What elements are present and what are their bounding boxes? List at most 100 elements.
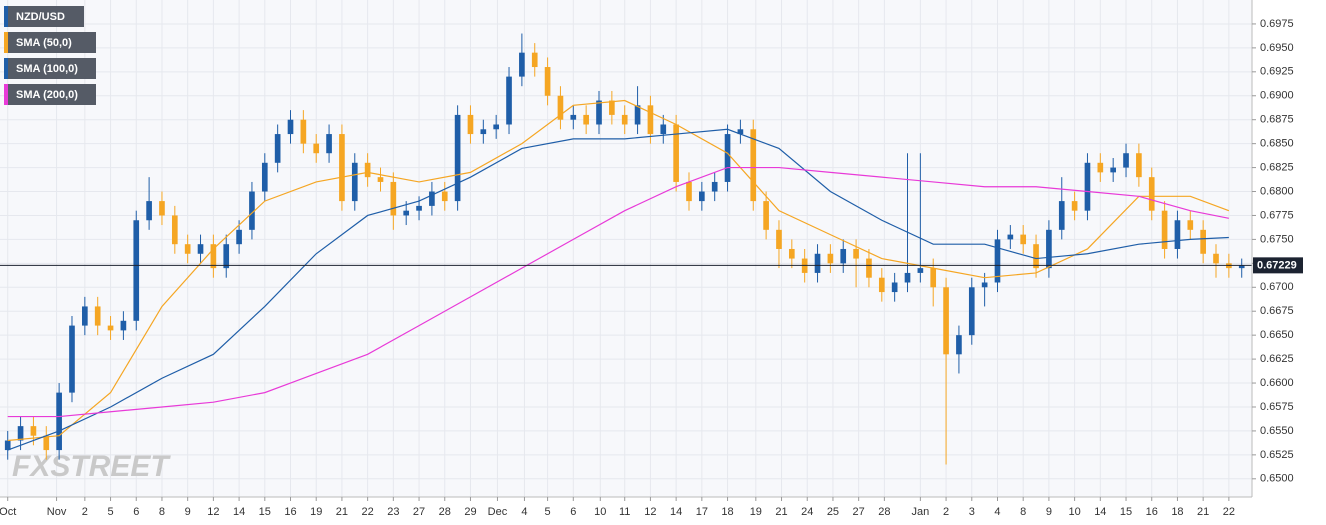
x-tick-label: 12 [644,506,656,518]
legend: NZD/USD SMA (50,0) SMA (100,0) SMA (200,0) [4,6,96,105]
candle-body [184,244,191,254]
candle-body [30,426,37,436]
candle-body [968,287,975,336]
legend-swatch [4,58,8,79]
candle-body [429,191,435,206]
candle-body [480,129,487,135]
current-price-label: 0.67229 [1257,259,1297,271]
x-tick-label: 5 [545,506,551,518]
candle-body [583,114,589,125]
candle-body [917,268,924,273]
x-tick-label: Dec [488,506,508,518]
candle-body [287,119,294,135]
x-tick-label: 18 [721,506,733,518]
y-tick-label: 0.6700 [1260,281,1294,293]
watermark: FXSTREET [12,450,171,483]
y-tick-label: 0.6500 [1260,473,1294,485]
x-tick-label: 27 [413,506,425,518]
y-tick-label: 0.6925 [1260,66,1294,78]
x-tick-label: 4 [521,506,527,518]
candle-body [878,277,885,293]
x-tick-label: 5 [107,506,113,518]
candle-body [1058,201,1065,230]
y-tick-label: 0.6950 [1260,42,1294,54]
candle-body [570,114,577,120]
candle-body [557,95,564,120]
candle-body [377,177,384,182]
x-tick-label: 8 [159,506,165,518]
y-tick-label: 0.6850 [1260,138,1294,150]
x-tick-label: 21 [775,506,787,518]
candle-body [82,306,88,326]
candle-body [403,210,410,216]
candle-body [596,100,602,125]
x-tick-label: 9 [1046,506,1052,518]
y-tick-label: 0.6525 [1260,449,1294,461]
candle-body [827,253,834,264]
candle-body [673,124,679,182]
x-tick-label: 12 [207,506,219,518]
candle-body [107,325,114,331]
candle-body [441,191,448,202]
legend-box [4,6,84,27]
candle-body [750,129,757,202]
candle-body [1161,210,1168,249]
x-tick-label: 15 [259,506,271,518]
plot-background [0,0,1252,497]
candle-body [506,76,512,125]
candle-body [660,124,667,135]
candle-body [17,426,24,441]
candle-body [1200,229,1206,254]
candle-body [544,67,551,96]
candle-body [994,239,1001,283]
y-tick-label: 0.6900 [1260,90,1294,102]
candle-body [699,191,705,202]
x-tick-label: 29 [464,506,476,518]
candle-body [1136,153,1142,178]
candle-body [94,306,101,326]
x-tick-label: 2 [82,506,88,518]
current-price-box [1253,257,1303,274]
candle-body [1007,234,1014,240]
x-tick-label: 4 [994,506,1000,518]
y-tick-label: 0.6675 [1260,305,1294,317]
candle-body [326,134,332,154]
x-tick-label: 25 [827,506,839,518]
y-tick-label: 0.6825 [1260,161,1294,173]
candle-body [724,134,731,182]
candle-body [416,205,422,211]
y-tick-label: 0.6600 [1260,377,1294,389]
y-tick-label: 0.6875 [1260,114,1294,126]
candle-body [493,124,500,130]
candle-body [454,114,461,202]
candle-body [1110,167,1117,173]
x-tick-label: 10 [1068,506,1080,518]
x-tick-label: 6 [133,506,139,518]
legend-label: SMA (200,0) [16,89,78,101]
candle-body [866,258,872,278]
x-tick-label: 19 [750,506,762,518]
x-tick-label: 8 [1020,506,1026,518]
x-tick-label: 11 [619,506,630,518]
x-tick-label: 17 [696,506,708,518]
candle-body [120,320,127,331]
x-tick-label: 16 [1146,506,1158,518]
x-tick-label: Jan [911,506,929,518]
x-tick-label: 10 [594,506,606,518]
grid [0,0,1252,497]
candle-body [1238,265,1245,269]
candle-body [621,114,628,125]
x-tick-label: 3 [969,506,975,518]
x-tick-label: 21 [1197,506,1209,518]
x-tick-label: 15 [1120,506,1132,518]
x-tick-label: 16 [284,506,296,518]
sma-line [7,166,1229,418]
candle-body [1213,253,1219,264]
x-tick-label: 14 [1094,506,1106,518]
x-tick-label: 24 [801,506,813,518]
candle-body [711,181,718,192]
x-tick-label: 19 [310,506,322,518]
candle-body [43,435,50,451]
candle-body [763,201,769,230]
legend-box [4,84,96,105]
